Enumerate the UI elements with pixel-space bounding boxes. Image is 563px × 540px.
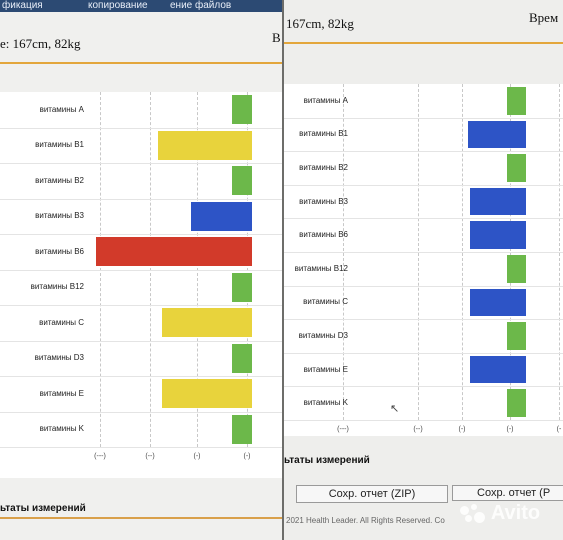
header-edge-text: B: [272, 30, 281, 45]
row-separator: [0, 163, 282, 164]
value-bar: [231, 414, 252, 444]
screen-divider: [282, 0, 284, 540]
row-separator: [0, 234, 282, 235]
toolbar-item[interactable]: ение файлов: [170, 0, 232, 11]
category-label: витамины C: [39, 317, 84, 327]
row-separator: [284, 117, 563, 119]
vitamin-chart: витамины A витамины B1 витамины B2 витамины…: [0, 92, 282, 478]
value-bar: [190, 201, 252, 231]
value-bar: [469, 355, 527, 384]
row-separator: [0, 269, 282, 271]
category-label: витамины C: [303, 297, 348, 307]
axis-tick-label: (-): [506, 426, 514, 433]
value-bar: [506, 389, 527, 417]
category-label: витамины B1: [299, 129, 348, 139]
save-pdf-button[interactable]: Сохр. отчет (P: [452, 485, 563, 501]
results-title: ьтаты измерений: [284, 455, 370, 466]
patient-info: e: 167cm, 82kg: [0, 36, 81, 51]
category-label: витамины B6: [299, 230, 348, 240]
category-label: витамины B3: [35, 211, 84, 221]
category-label: витамины B2: [35, 175, 84, 185]
watermark-text: Avito: [490, 502, 541, 524]
row-separator: [0, 340, 282, 342]
axis-tick-label: (-): [243, 453, 251, 460]
copyright-footer: 2021 Health Leader. All Rights Reserved.…: [286, 516, 445, 525]
category-label: витамины B2: [299, 163, 348, 172]
row-separator: [0, 447, 282, 448]
category-label: витамины B12: [30, 282, 84, 292]
row-separator: [0, 411, 282, 413]
results-title: ьтаты измерений: [0, 503, 86, 514]
axis-tick-label: (-: [556, 426, 562, 433]
row-separator: [284, 252, 563, 253]
value-bar: [506, 87, 527, 115]
row-separator: [284, 184, 563, 186]
value-bar: [231, 166, 252, 196]
axis-tick-label: (-): [193, 453, 201, 460]
row-separator: [284, 285, 563, 287]
time-label: Врем: [529, 10, 559, 25]
row-separator: [0, 127, 282, 129]
value-bar: [506, 154, 527, 182]
row-separator: [284, 151, 563, 153]
row-separator: [284, 420, 563, 421]
category-label: витамины A: [39, 104, 84, 114]
axis-tick-label: (---): [337, 426, 349, 433]
category-label: витамины B6: [35, 246, 84, 256]
vitamin-chart: витамины A витамины B1 витамины B2 витамины…: [284, 84, 563, 436]
value-bar: [467, 120, 527, 149]
axis-tick-label: (--): [145, 453, 155, 460]
axis-tick-label: (--): [413, 426, 423, 433]
toolbar-item[interactable]: фикация: [2, 0, 43, 11]
axis-tick-label: (---): [94, 453, 106, 460]
category-label: витамины A: [303, 95, 348, 105]
header-divider: [284, 42, 563, 44]
value-bar: [96, 237, 252, 267]
value-bar: [469, 288, 527, 317]
row-separator: [0, 198, 282, 200]
value-bar: [231, 272, 252, 302]
category-label: витамины E: [303, 364, 348, 374]
patient-info: 167cm, 82kg: [286, 16, 354, 31]
category-label: витамины B12: [294, 263, 348, 273]
value-bar: [231, 343, 252, 373]
row-separator: [0, 305, 282, 306]
toolbar-item[interactable]: копирование: [88, 0, 148, 11]
row-separator: [0, 376, 282, 377]
watermark-logo-icon: [460, 503, 486, 524]
value-bar: [161, 308, 252, 338]
value-bar: [469, 221, 527, 249]
row-separator: [284, 386, 563, 388]
save-zip-button[interactable]: Сохр. отчет (ZIP): [296, 485, 448, 503]
header-divider: [0, 62, 282, 64]
category-label: витамины D3: [298, 331, 348, 340]
category-label: витамины B1: [35, 140, 84, 150]
row-separator: [284, 319, 563, 321]
axis-tick-label: (-): [458, 426, 466, 433]
row-separator: [284, 352, 563, 354]
row-separator: [284, 218, 563, 220]
category-label: витамины E: [39, 388, 84, 398]
value-bar: [469, 187, 527, 216]
value-bar: [506, 322, 527, 350]
value-bar: [161, 379, 252, 409]
results-divider: [0, 517, 282, 519]
top-toolbar: фикация копирование ение файлов: [0, 0, 282, 12]
category-label: витамины B3: [299, 196, 348, 206]
avito-watermark: Avito: [460, 502, 540, 525]
category-label: витамины K: [303, 398, 348, 408]
category-label: витамины D3: [34, 353, 84, 363]
mouse-cursor-icon: ↖: [390, 403, 400, 415]
category-label: витамины K: [39, 424, 84, 434]
value-bar: [506, 255, 527, 283]
value-bar: [157, 130, 252, 160]
value-bar: [231, 95, 252, 125]
left-screen: фикация копирование ение файлов e: 167cm…: [0, 0, 282, 540]
